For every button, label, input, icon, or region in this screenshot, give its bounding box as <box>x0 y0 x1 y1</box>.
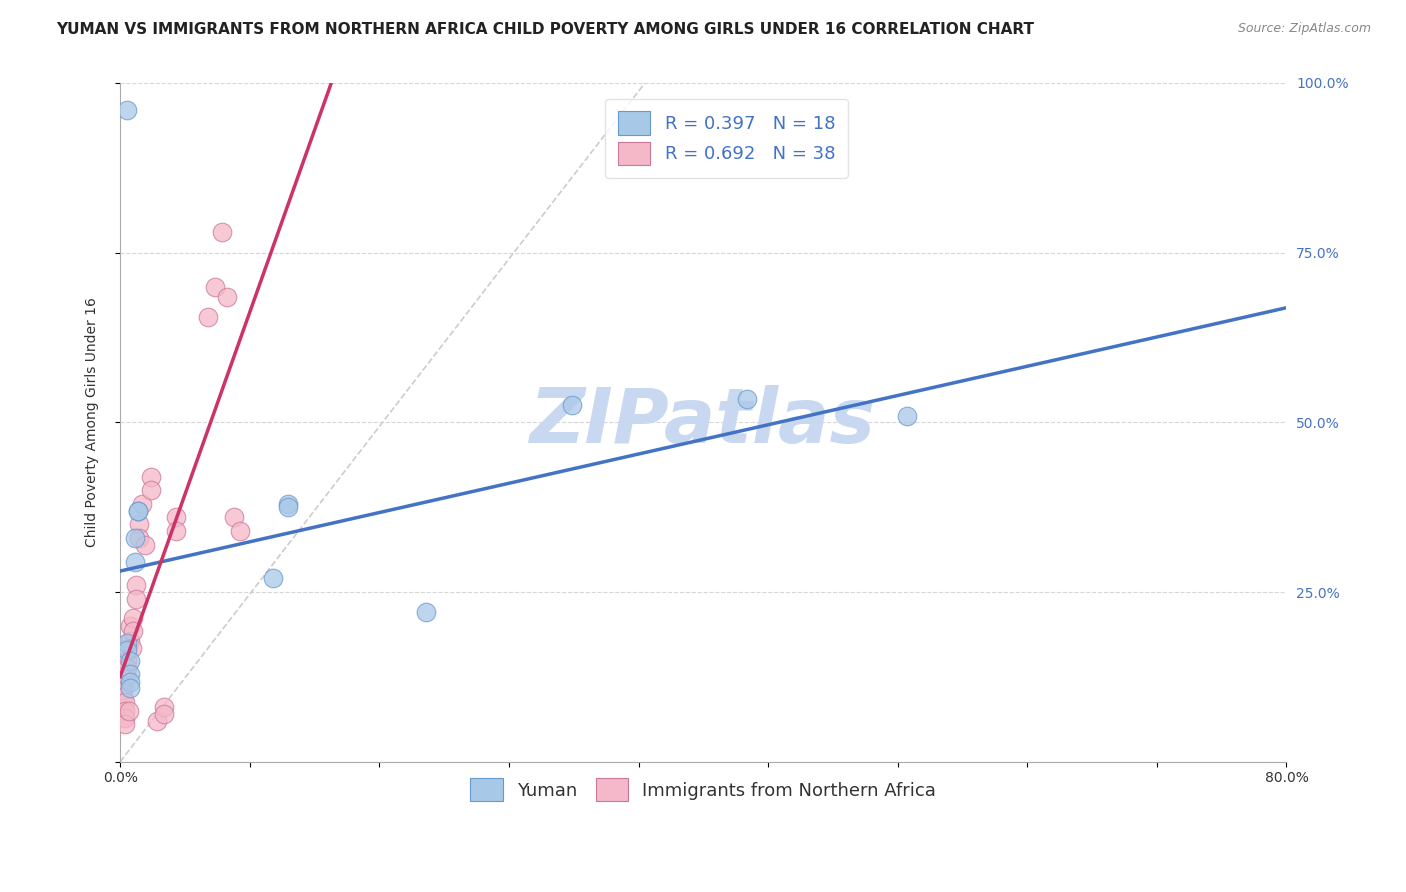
Text: ZIPatlas: ZIPatlas <box>530 385 876 459</box>
Point <box>277 500 299 515</box>
Point <box>165 510 187 524</box>
Point <box>112 676 135 690</box>
Text: YUMAN VS IMMIGRANTS FROM NORTHERN AFRICA CHILD POVERTY AMONG GIRLS UNDER 16 CORR: YUMAN VS IMMIGRANTS FROM NORTHERN AFRICA… <box>56 22 1035 37</box>
Point <box>128 517 150 532</box>
Point <box>117 654 139 668</box>
Point <box>117 103 139 117</box>
Point <box>197 310 219 325</box>
Point <box>153 707 176 722</box>
Point <box>262 572 284 586</box>
Point <box>120 666 142 681</box>
Text: Source: ZipAtlas.com: Source: ZipAtlas.com <box>1237 22 1371 36</box>
Point <box>153 700 176 714</box>
Y-axis label: Child Poverty Among Girls Under 16: Child Poverty Among Girls Under 16 <box>86 297 100 548</box>
Point <box>120 634 142 648</box>
Point <box>277 497 299 511</box>
Legend: Yuman, Immigrants from Northern Africa: Yuman, Immigrants from Northern Africa <box>457 765 949 814</box>
Point <box>204 279 226 293</box>
Point <box>121 640 143 655</box>
Point <box>124 531 146 545</box>
Point <box>165 524 187 538</box>
Point <box>120 674 142 689</box>
Point <box>228 524 250 538</box>
Point <box>125 591 148 606</box>
Point <box>112 673 135 688</box>
Point <box>215 290 238 304</box>
Point <box>122 624 145 639</box>
Point <box>114 711 136 725</box>
Point <box>117 661 139 675</box>
Point <box>896 409 918 423</box>
Point <box>120 654 142 668</box>
Point <box>114 717 136 731</box>
Point <box>117 642 139 657</box>
Point <box>125 578 148 592</box>
Point <box>120 619 142 633</box>
Point <box>117 636 139 650</box>
Point <box>115 659 138 673</box>
Point <box>112 690 135 705</box>
Point <box>127 503 149 517</box>
Point <box>131 497 153 511</box>
Point <box>114 695 136 709</box>
Point <box>145 714 167 728</box>
Point <box>127 503 149 517</box>
Point <box>139 469 162 483</box>
Point <box>122 611 145 625</box>
Point <box>124 555 146 569</box>
Point <box>112 683 135 698</box>
Point <box>139 483 162 498</box>
Point <box>134 537 156 551</box>
Point <box>114 704 136 718</box>
Point <box>735 392 758 406</box>
Point <box>120 681 142 696</box>
Point <box>118 704 141 718</box>
Point <box>115 668 138 682</box>
Point <box>117 640 139 655</box>
Point <box>128 531 150 545</box>
Point <box>222 510 245 524</box>
Point <box>415 606 437 620</box>
Point <box>561 398 583 412</box>
Point <box>211 225 233 239</box>
